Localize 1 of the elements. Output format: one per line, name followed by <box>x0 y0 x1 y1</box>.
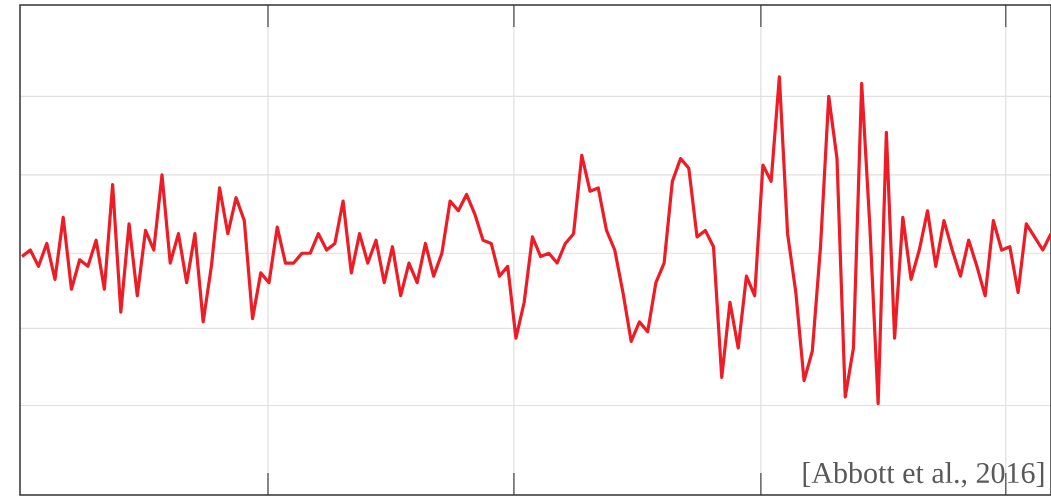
text: [Abbott et al., 2016] <box>803 462 1044 488</box>
